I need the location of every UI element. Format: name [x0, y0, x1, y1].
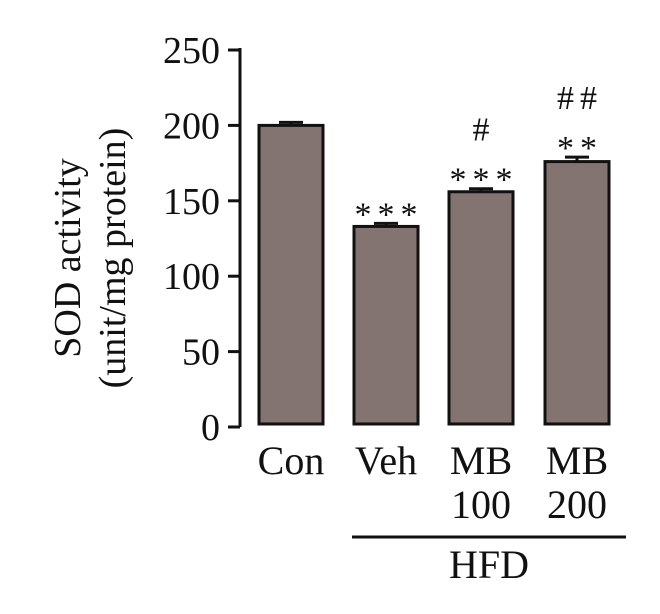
x-category-label: MB: [546, 438, 608, 483]
y-axis-label-line-2: (unit/mg protein): [92, 128, 134, 389]
bar: [543, 160, 611, 426]
group-bracket: HFD: [352, 535, 626, 587]
y-tick-label: 250: [163, 30, 220, 72]
bars: [257, 120, 611, 426]
group-label: HFD: [449, 542, 529, 587]
significance-annotations: *** *** # ** ##: [355, 80, 603, 233]
significance-stars: ***: [355, 196, 424, 233]
bar: [352, 224, 420, 426]
y-tick-label: 100: [163, 256, 220, 298]
x-category-label-line-2: 200: [547, 482, 607, 527]
y-axis-label: SOD activity (unit/mg protein): [47, 128, 134, 389]
axes: 0 50 100 150 200 250: [163, 30, 242, 449]
y-tick-label: 200: [163, 105, 220, 147]
x-category-label: Con: [258, 438, 325, 483]
x-category-label: Veh: [355, 438, 417, 483]
significance-stars: ***: [450, 162, 519, 199]
y-tick-label: 0: [201, 407, 220, 449]
significance-stars: **: [557, 130, 603, 167]
bar: [257, 123, 325, 426]
significance-hash: #: [473, 112, 496, 149]
bar: [447, 190, 515, 426]
x-category-label-line-2: 100: [451, 482, 511, 527]
y-tick-label: 50: [182, 332, 220, 374]
x-category-label: MB: [450, 438, 512, 483]
y-tick-label: 150: [163, 181, 220, 223]
y-axis-label-line-1: SOD activity: [47, 158, 89, 357]
significance-hash: ##: [557, 80, 603, 117]
